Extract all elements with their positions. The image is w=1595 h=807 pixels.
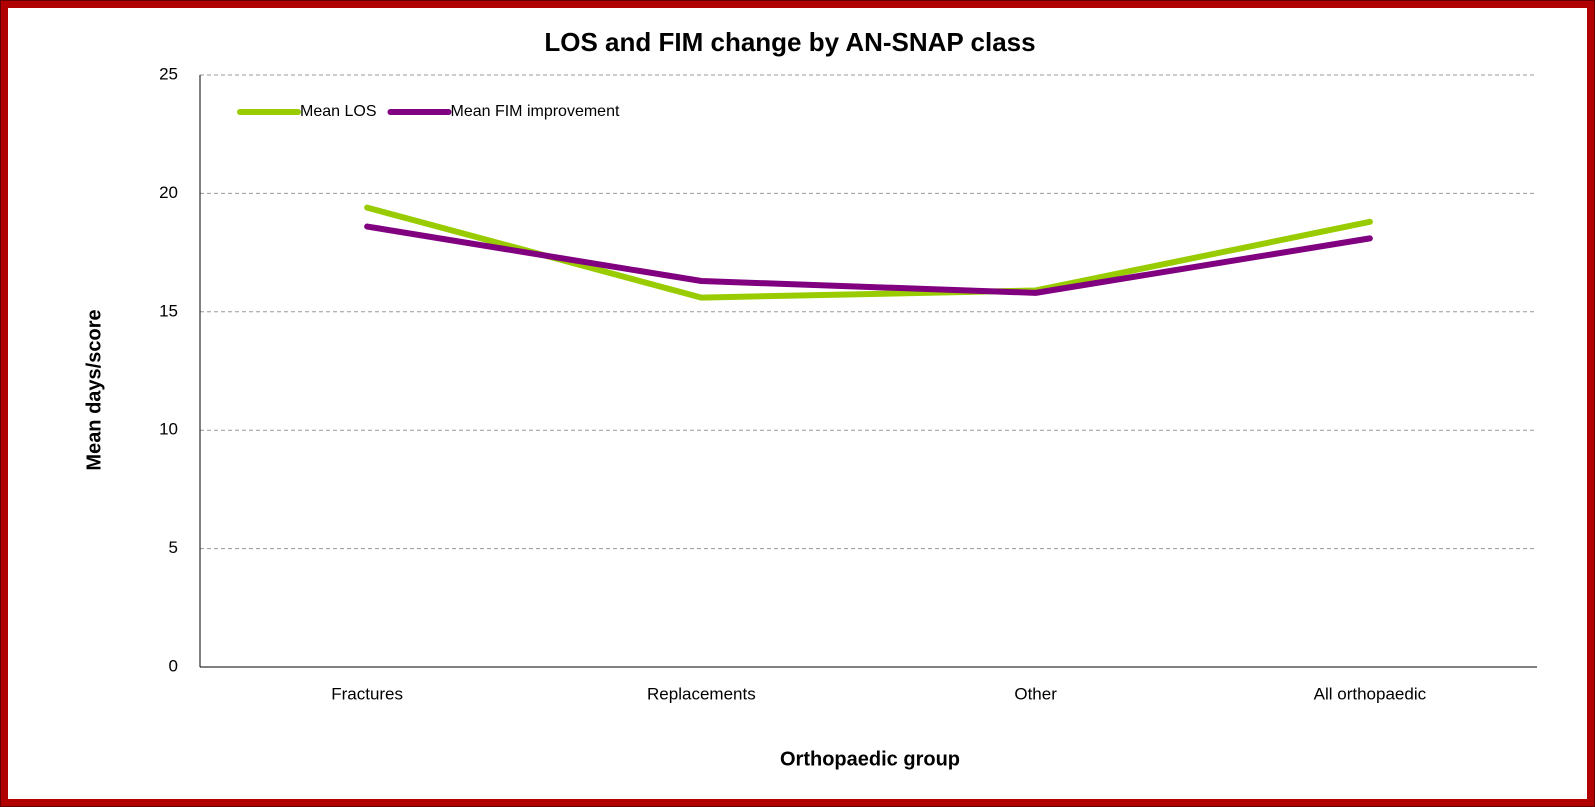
data-line [364,223,1373,296]
x-tick-label: Other [1014,684,1057,703]
x-axis-title: Orthopaedic group [780,748,960,770]
legend: Mean LOS Mean FIM improvement [237,103,620,120]
y-tick-label: 15 [159,301,178,320]
x-tick-label: Fractures [331,684,403,703]
chart: LOS and FIM change by AN-SNAP class Mean… [83,27,1537,770]
y-tick-label: 5 [169,538,178,557]
legend-label: Mean LOS [300,103,376,120]
y-tick-label: 20 [159,183,178,202]
x-tick-label: Replacements [647,684,756,703]
y-tick-label: 10 [159,420,178,439]
chart-title: LOS and FIM change by AN-SNAP class [544,27,1035,57]
legend-label: Mean FIM improvement [450,103,619,120]
y-tick-label: 0 [169,656,178,675]
y-tick-label: 25 [159,64,178,83]
y-axis-title: Mean days/score [83,309,105,470]
x-tick-label: All orthopaedic [1314,684,1427,703]
